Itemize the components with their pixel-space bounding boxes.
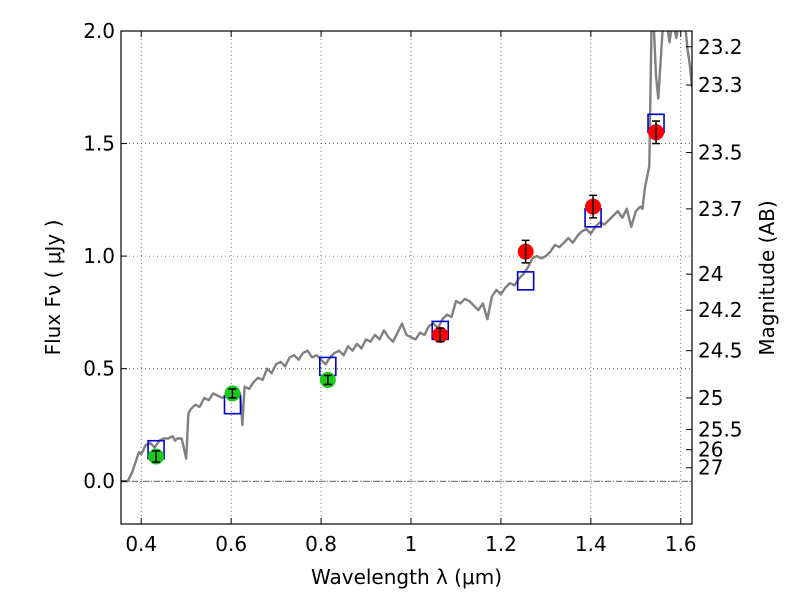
y2-tick-label: 23.2 — [698, 35, 743, 59]
y-tick-label: 1.0 — [83, 244, 115, 268]
plot-area — [121, 31, 692, 483]
y2-tick-label: 24.5 — [698, 339, 743, 363]
y-tick-label: 1.5 — [83, 132, 115, 156]
grid-lines — [121, 30, 692, 524]
y-tick-label: 0.5 — [83, 357, 115, 381]
x-tick-label: 0.4 — [125, 532, 157, 556]
y2-axis-label: Magnitude (AB) — [755, 200, 779, 355]
x-tick-label: 1 — [405, 532, 418, 556]
x-tick-label: 0.6 — [215, 532, 247, 556]
x-tick-label: 1.2 — [485, 532, 517, 556]
y2-tick-label: 26 — [698, 438, 723, 462]
y2-tick-label: 23.3 — [698, 73, 743, 97]
y2-tick-label: 23.5 — [698, 141, 743, 165]
y-tick-label: 0.0 — [83, 469, 115, 493]
series-group — [121, 31, 692, 483]
axis-ticks — [121, 30, 692, 524]
x-tick-label: 0.8 — [305, 532, 337, 556]
y-axis-label: Flux Fν ( μJy ) — [41, 220, 65, 356]
x-tick-labels: 0.4 0.6 0.8 1 1.2 1.4 1.6 — [125, 532, 696, 556]
y2-tick-label: 24.2 — [698, 298, 743, 322]
y-tick-labels: 0.0 0.5 1.0 1.5 2.0 — [83, 19, 115, 493]
x-tick-label: 1.6 — [665, 532, 697, 556]
y2-tick-label: 25.5 — [698, 417, 743, 441]
model-square-marker — [516, 271, 535, 291]
x-tick-label: 1.4 — [575, 532, 607, 556]
y2-tick-label: 27 — [698, 456, 723, 480]
y2-tick-label: 23.7 — [698, 197, 743, 221]
y-tick-label: 2.0 — [83, 19, 115, 43]
y2-tick-label: 25 — [698, 386, 723, 410]
y2-tick-label: 24 — [698, 262, 723, 286]
plot-frame — [120, 30, 693, 525]
spectrum-line — [121, 31, 692, 483]
x-axis-label: Wavelength λ (μm) — [311, 565, 502, 589]
